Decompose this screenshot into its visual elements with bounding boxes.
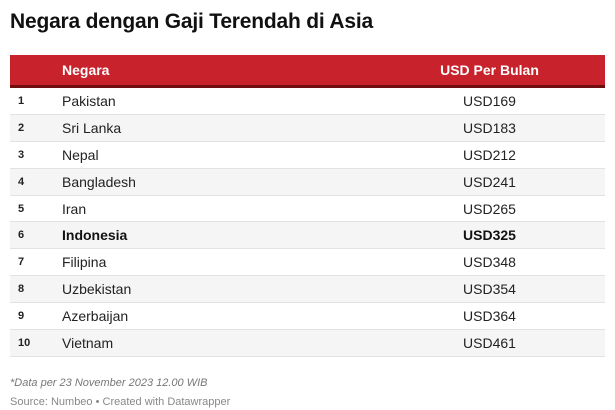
row-value: USD265 [463,200,516,217]
header-country: Negara [62,62,110,78]
row-country: Pakistan [62,92,116,109]
source-credit: Source: Numbeo • Created with Datawrappe… [10,396,231,408]
row-value: USD364 [463,308,516,325]
row-country: Filipina [62,254,107,271]
row-rank: 7 [18,256,25,269]
table-row: 8 Uzbekistan USD354 [10,276,605,304]
row-value: USD354 [463,281,516,298]
row-rank: 3 [18,148,25,161]
table-row: 4 Bangladesh USD241 [10,168,605,196]
row-rank: 10 [18,336,31,349]
table-body: 1 Pakistan USD169 2 Sri Lanka USD183 3 Nepal USD… [10,88,605,357]
row-rank: 4 [18,175,25,188]
table-row: 10 Vietnam USD461 [10,330,605,357]
table-row: 7 Filipina USD348 [10,249,605,277]
row-rank: 8 [18,283,25,296]
table-header: Negara USD Per Bulan [10,55,605,88]
table-row: 3 Nepal USD212 [10,142,605,169]
row-country: Indonesia [62,227,128,244]
row-country: Azerbaijan [62,308,129,325]
row-value: USD241 [463,173,516,190]
row-value: USD461 [463,334,516,351]
table-row: 5 Iran USD265 [10,196,605,223]
salary-table: Negara USD Per Bulan 1 Pakistan USD169 2 Sri… [10,55,605,357]
row-value: USD325 [463,227,516,244]
row-country: Bangladesh [62,173,136,190]
row-country: Uzbekistan [62,281,132,298]
row-rank: 9 [18,310,25,323]
row-value: USD169 [463,92,516,109]
table-row: 6 Indonesia USD325 [10,222,605,250]
row-value: USD183 [463,119,516,136]
table-row: 2 Sri Lanka USD183 [10,114,605,142]
row-rank: 2 [18,121,25,134]
row-country: Iran [62,200,87,217]
row-rank: 5 [18,202,25,215]
row-country: Vietnam [62,334,114,351]
row-country: Sri Lanka [62,119,122,136]
row-rank: 1 [18,94,25,107]
header-value: USD Per Bulan [440,62,539,78]
row-value: USD348 [463,254,516,271]
row-rank: 6 [18,229,25,242]
table-row: 1 Pakistan USD169 [10,88,605,115]
chart-title: Negara dengan Gaji Terendah di Asia [10,10,373,33]
footnote: *Data per 23 November 2023 12.00 WIB [10,377,208,389]
row-country: Nepal [62,146,99,163]
table-row: 9 Azerbaijan USD364 [10,303,605,331]
row-value: USD212 [463,146,516,163]
